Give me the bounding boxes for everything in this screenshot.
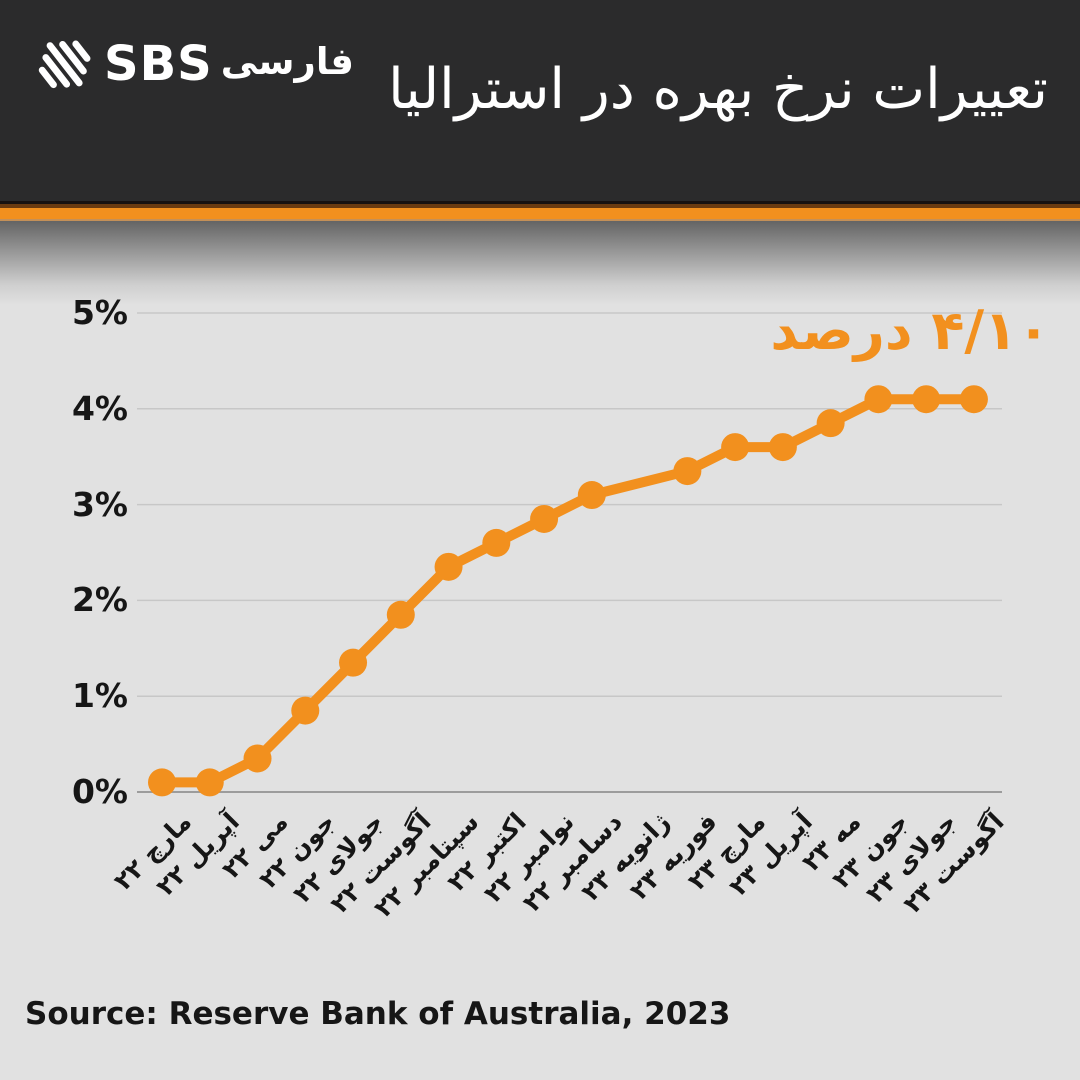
data-point — [864, 385, 893, 414]
sbs-mercury-icon — [38, 40, 91, 89]
data-point — [768, 433, 797, 462]
header-fade-gradient — [0, 221, 1080, 305]
data-point — [386, 600, 415, 629]
data-point — [482, 528, 511, 557]
data-point — [816, 409, 845, 438]
data-point — [339, 648, 368, 677]
rate-annotation: ۴/۱۰ درصد — [770, 299, 1050, 362]
data-point — [291, 696, 320, 725]
sbs-farsi-logo: SBS فارسی — [34, 28, 354, 100]
y-tick-label: 4% — [71, 388, 128, 428]
data-point — [721, 433, 750, 462]
divider-dark-line — [0, 201, 1080, 204]
y-tick-label: 2% — [71, 580, 128, 620]
source-text: Source: Reserve Bank of Australia, 2023 — [25, 996, 731, 1032]
divider-orange-bar — [0, 208, 1080, 219]
data-point — [530, 504, 559, 533]
divider-brown-line — [0, 204, 1080, 208]
rate-line — [157, 394, 979, 788]
header: SBS فارسی تعییرات نرخ بهره در استرالیا — [0, 0, 1080, 201]
sbs-wordmark: SBS — [104, 36, 213, 92]
data-point — [434, 552, 463, 581]
y-tick-label: 0% — [71, 772, 128, 811]
farsi-wordmark: فارسی — [220, 39, 354, 83]
data-point — [195, 768, 224, 797]
data-point — [243, 744, 272, 773]
divider-tan-line — [0, 219, 1080, 221]
y-tick-label: 1% — [71, 676, 128, 716]
data-point — [959, 385, 988, 414]
data-point — [577, 481, 606, 510]
page-title: تعییرات نرخ بهره در استرالیا — [388, 57, 1048, 122]
y-tick-label: 5% — [71, 293, 128, 332]
data-point — [148, 768, 176, 797]
y-tick-label: 3% — [71, 484, 128, 524]
data-point — [912, 385, 941, 414]
data-point — [673, 457, 702, 486]
